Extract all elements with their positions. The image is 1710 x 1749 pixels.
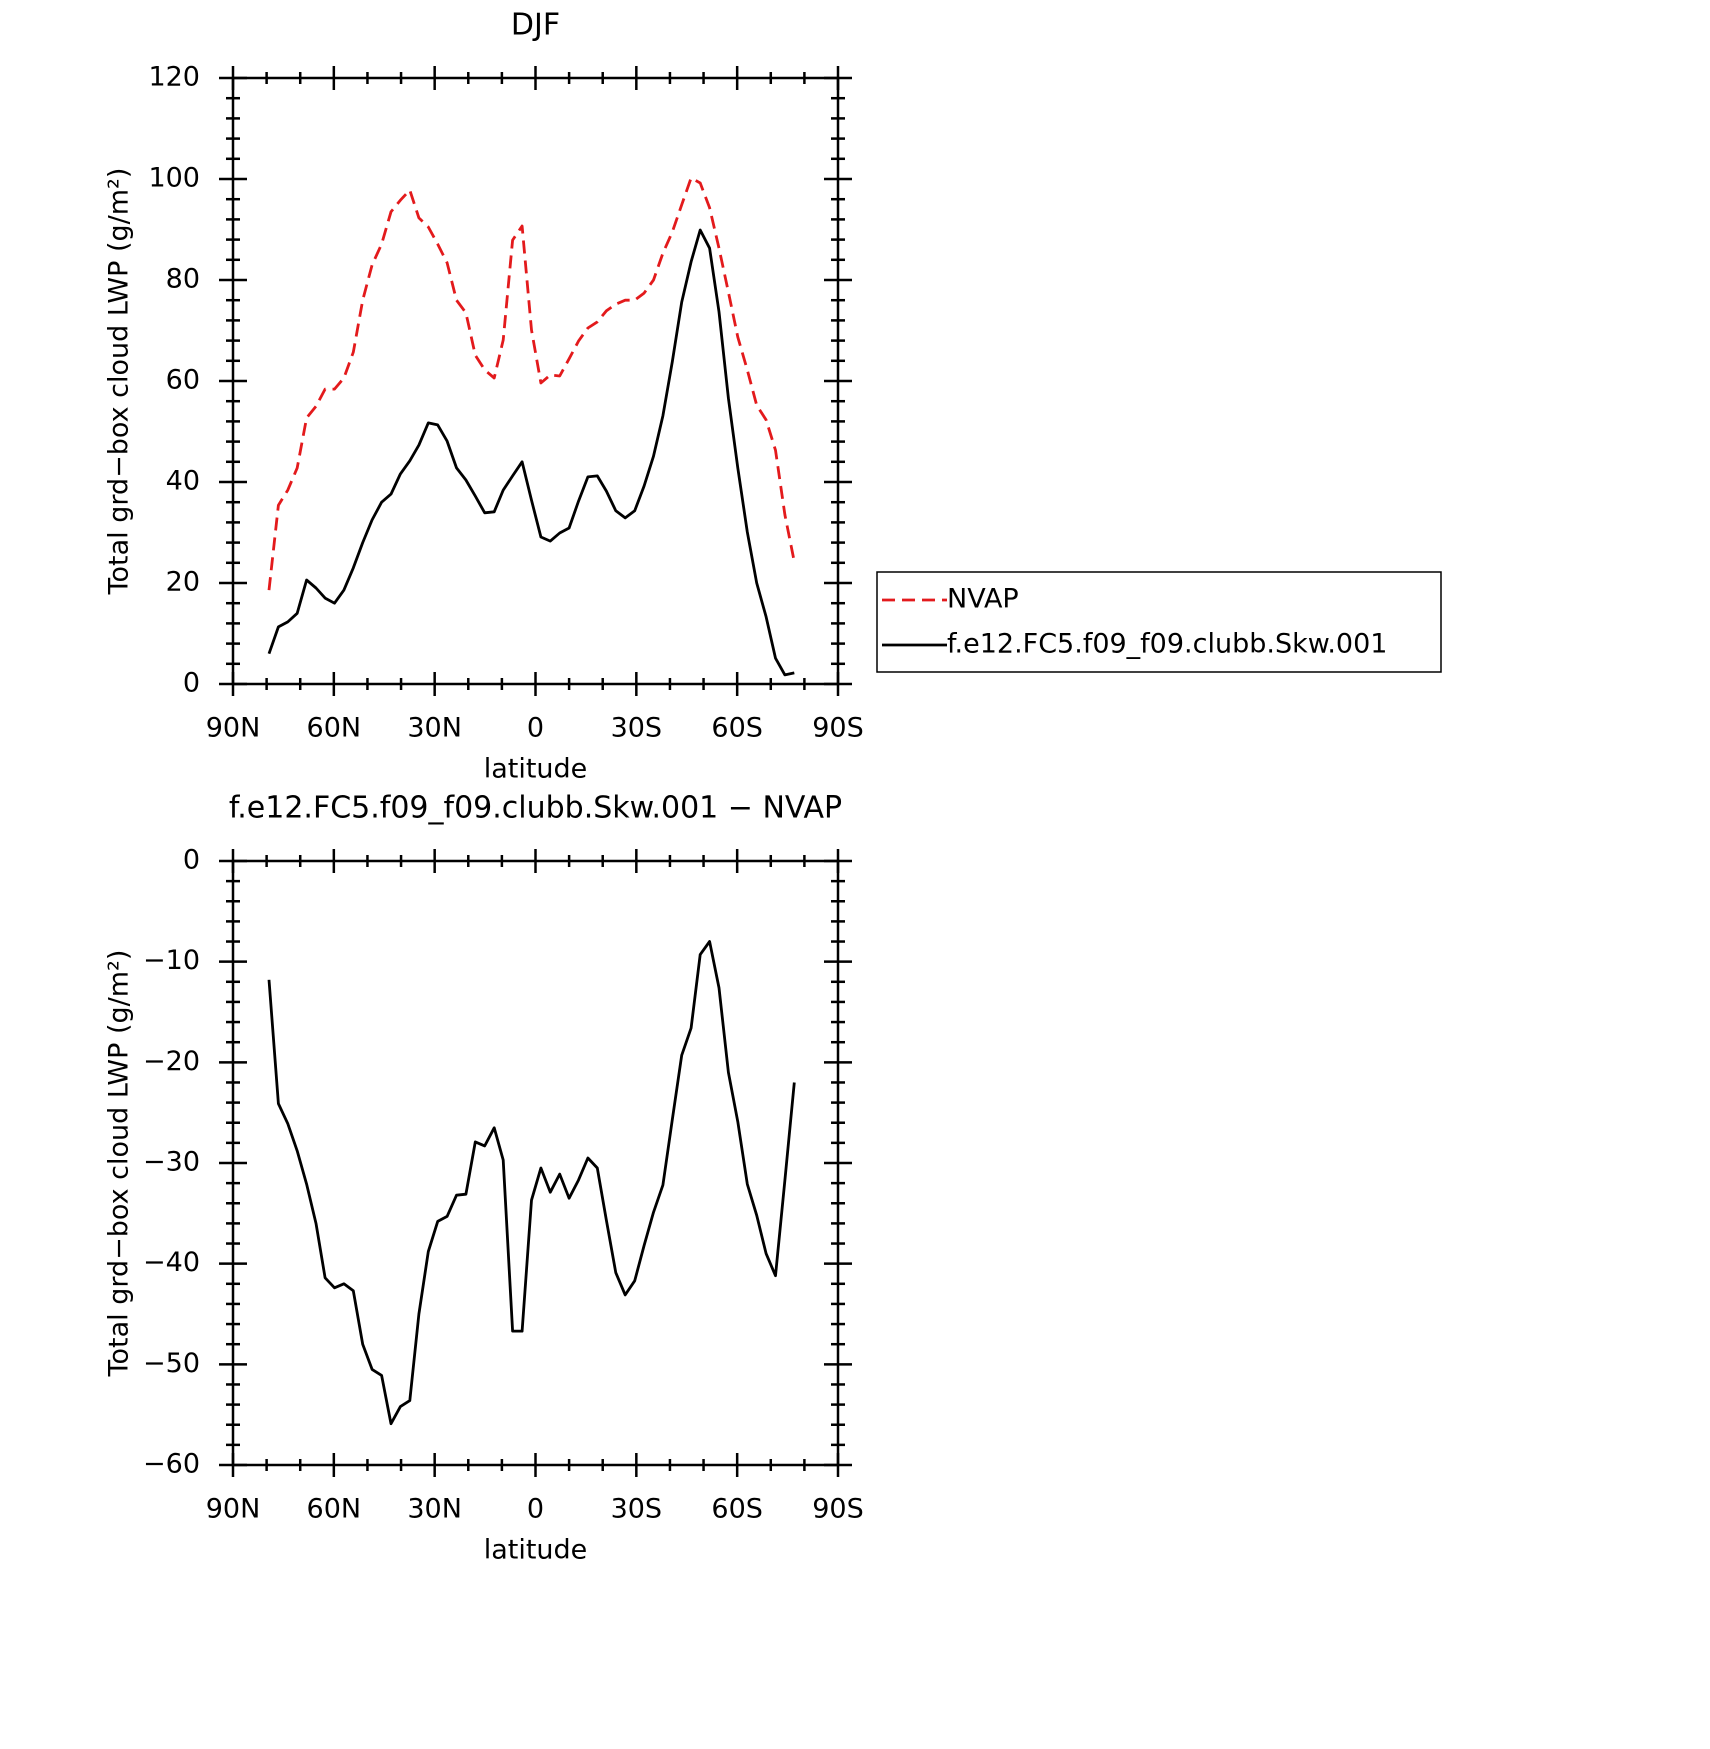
x-tick-label: 30S <box>611 713 663 744</box>
x-tick-label: 60N <box>307 713 362 744</box>
x-tick-label: 90S <box>812 1494 864 1525</box>
legend-box <box>876 571 1442 673</box>
chart-title: DJF <box>511 8 560 43</box>
y-tick-label: 60 <box>166 365 200 396</box>
y-axis-label: Total grd−box cloud LWP (g/m²) <box>104 168 135 596</box>
y-tick-label: 0 <box>183 668 200 699</box>
plot-frame <box>231 859 840 1467</box>
x-axis-label: latitude <box>484 754 588 785</box>
y-tick-label: 100 <box>148 163 200 194</box>
y-tick-label: 40 <box>166 466 200 497</box>
y-axis-label: Total grd−box cloud LWP (g/m²) <box>104 950 135 1378</box>
x-tick-label: 90S <box>812 713 864 744</box>
x-tick-label: 30N <box>407 1494 462 1525</box>
series-line <box>267 228 795 677</box>
y-tick-label: 0 <box>183 845 200 876</box>
series-line <box>267 176 796 591</box>
y-tick-label: 20 <box>166 567 200 598</box>
y-tick-label: −30 <box>143 1147 200 1178</box>
y-tick-label: 120 <box>148 62 200 93</box>
chart-title: f.e12.FC5.f09_f09.clubb.Skw.001 − NVAP <box>229 791 842 826</box>
legend-label: NVAP <box>947 584 1019 615</box>
x-tick-label: 60S <box>711 1494 763 1525</box>
y-tick-label: 80 <box>166 264 200 295</box>
difference-line <box>267 940 796 1426</box>
x-tick-label: 0 <box>527 1494 544 1525</box>
y-tick-label: −40 <box>143 1247 200 1278</box>
x-tick-label: 0 <box>527 713 544 744</box>
y-tick-label: −20 <box>143 1046 200 1077</box>
x-tick-label: 90N <box>206 713 261 744</box>
y-tick-label: −60 <box>143 1449 200 1480</box>
x-tick-label: 90N <box>206 1494 261 1525</box>
x-tick-label: 60N <box>307 1494 362 1525</box>
plot-frame <box>231 76 840 686</box>
y-tick-label: −10 <box>143 945 200 976</box>
y-tick-label: −50 <box>143 1348 200 1379</box>
legend-label: f.e12.FC5.f09_f09.clubb.Skw.001 <box>947 629 1387 660</box>
x-axis-label: latitude <box>484 1535 588 1566</box>
x-tick-label: 30S <box>611 1494 663 1525</box>
x-tick-label: 60S <box>711 713 763 744</box>
x-tick-label: 30N <box>407 713 462 744</box>
